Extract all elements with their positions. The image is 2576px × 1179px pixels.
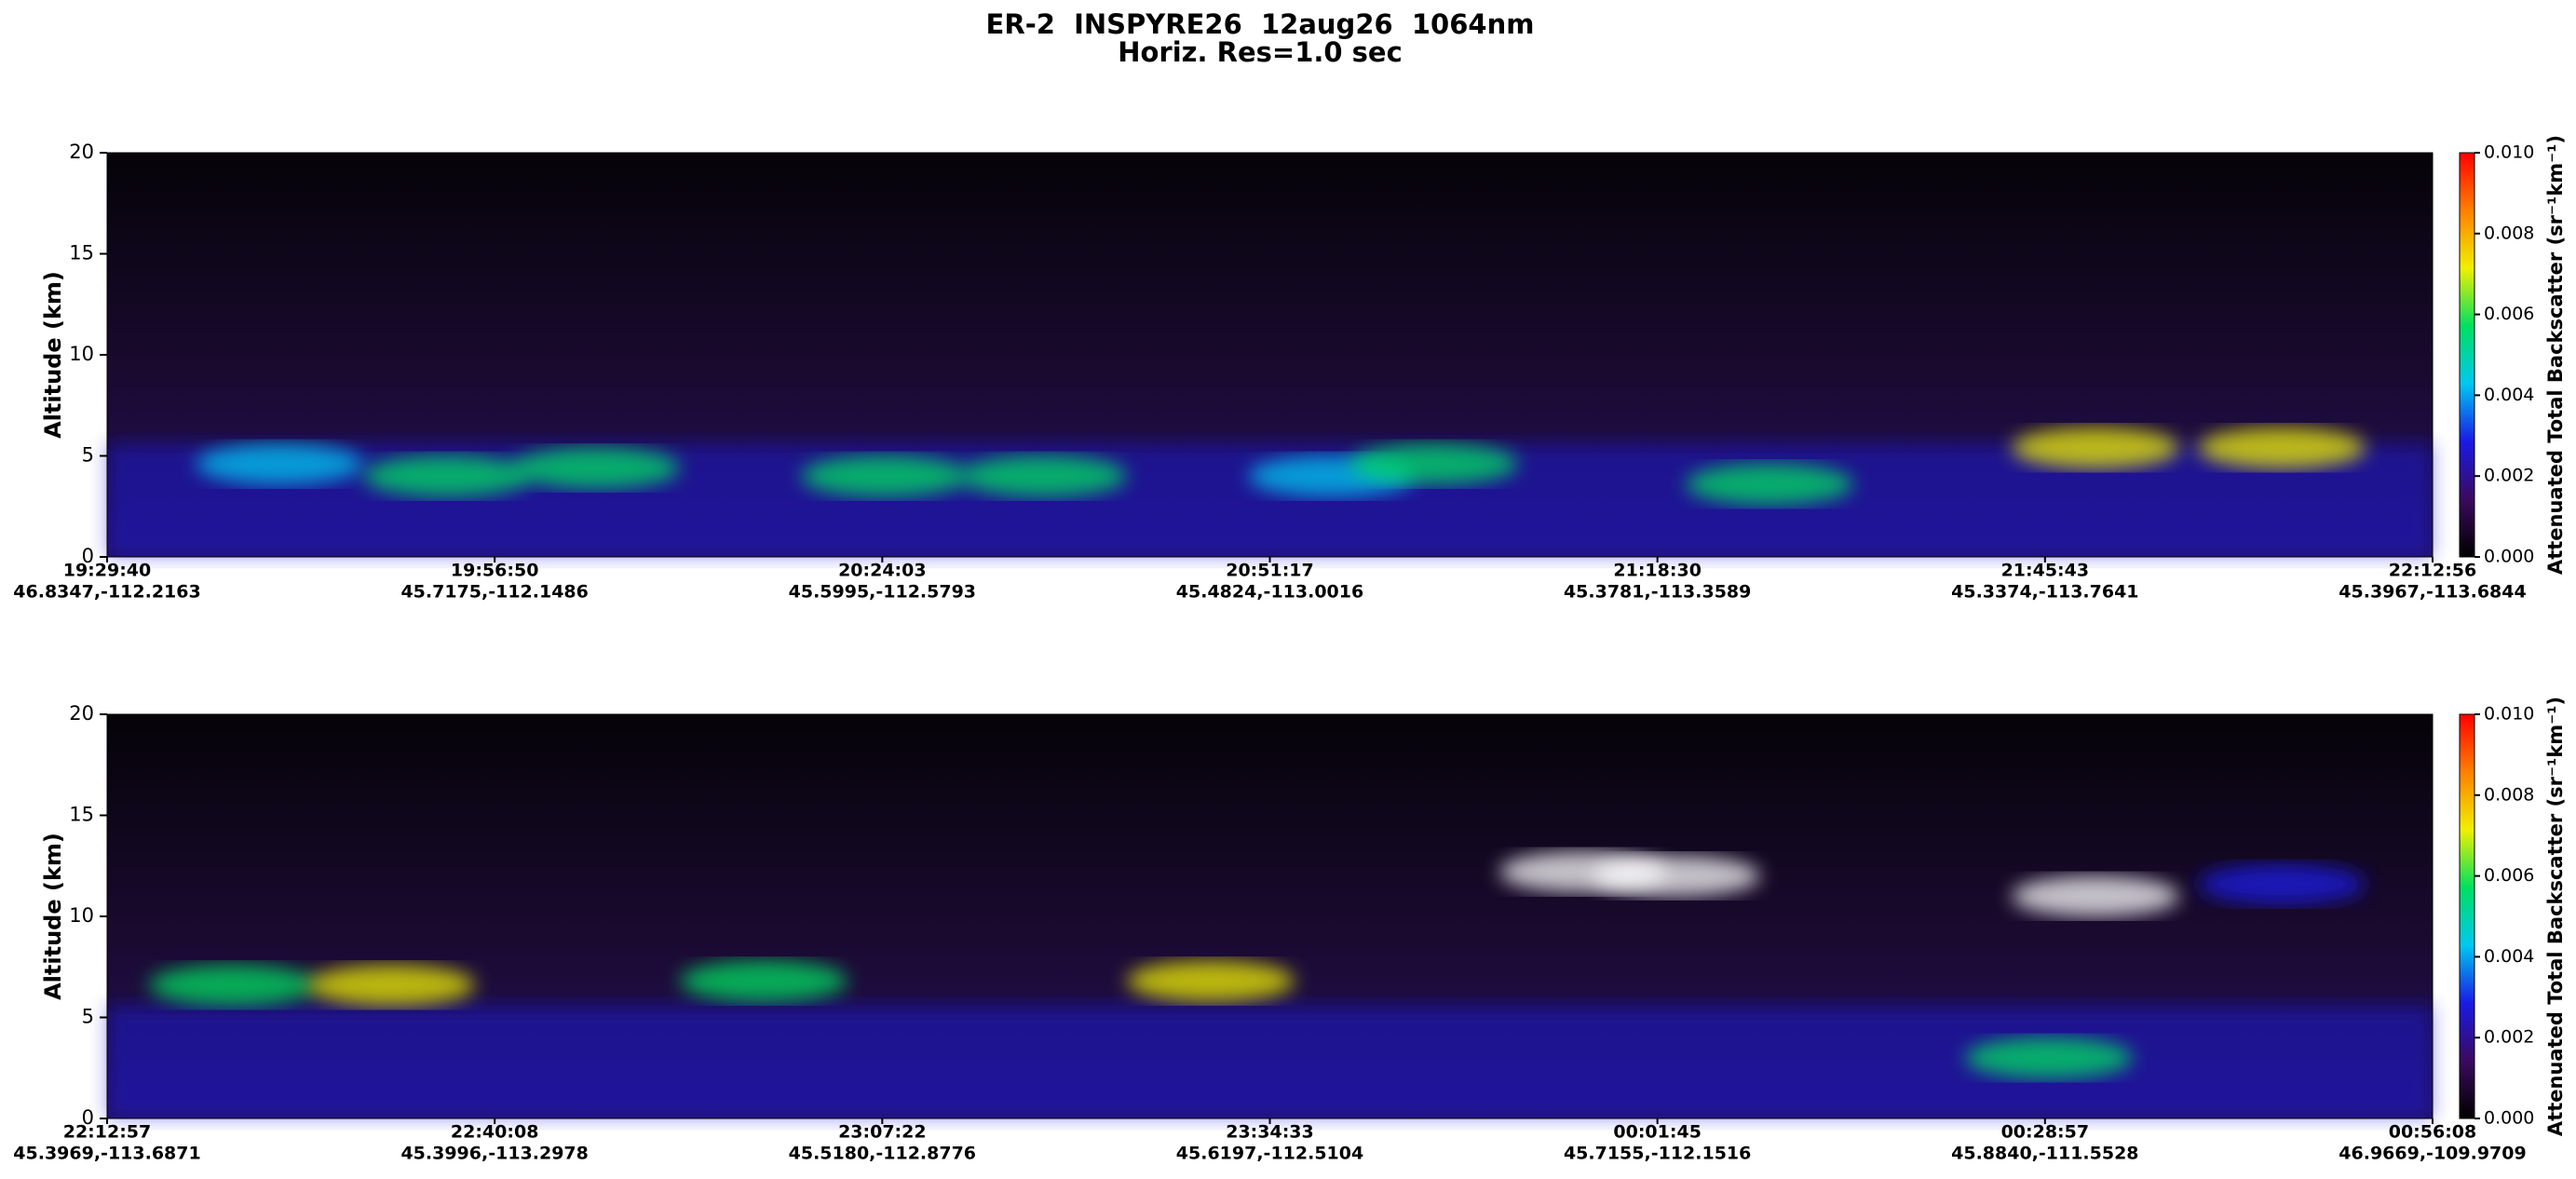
cloud xyxy=(196,443,363,485)
cloud xyxy=(149,964,317,1006)
y-tick-label: 10 xyxy=(69,904,94,927)
colorbar-tick-label: 0.006 xyxy=(2484,304,2534,324)
x-tick-time: 19:56:50 xyxy=(451,561,539,581)
x-tick-time: 20:24:03 xyxy=(838,561,927,581)
x-tick-time: 21:18:30 xyxy=(1613,561,1702,581)
colorbar-tick-label: 0.008 xyxy=(2484,223,2534,243)
x-tick-time: 22:12:57 xyxy=(63,1122,152,1143)
backscatter-image xyxy=(106,713,2434,1119)
x-tick-location: 45.7155,-112.1516 xyxy=(1564,1144,1751,1164)
y-tick-label: 20 xyxy=(69,702,94,725)
x-tick-location: 45.3967,-113.6844 xyxy=(2339,582,2526,603)
cloud xyxy=(1686,463,1853,505)
x-tick-location: 45.5180,-112.8776 xyxy=(789,1144,976,1164)
x-tick-time: 23:34:33 xyxy=(1226,1122,1314,1143)
y-tick-label: 0 xyxy=(82,545,94,567)
y-tick-label: 0 xyxy=(82,1106,94,1129)
colorbar-tick-label: 0.006 xyxy=(2484,865,2534,886)
cloud xyxy=(680,960,847,1002)
cloud xyxy=(1350,443,1518,485)
x-tick-location: 45.8840,-111.5528 xyxy=(1951,1144,2138,1164)
colorbar-tick-label: 0.004 xyxy=(2484,385,2534,405)
x-tick-location: 45.5995,-112.5793 xyxy=(789,582,976,603)
colorbar-tick-label: 0.002 xyxy=(2484,466,2534,486)
x-tick-location: 45.4824,-113.0016 xyxy=(1176,582,1363,603)
title: ER-2 INSPYRE26 12aug26 1064nm xyxy=(986,8,1535,40)
backscatter-image xyxy=(106,152,2434,558)
cloud xyxy=(512,447,680,489)
colorbar-tick-label: 0.002 xyxy=(2484,1027,2534,1048)
cloud xyxy=(2198,427,2366,468)
x-tick-location: 45.3781,-113.3589 xyxy=(1564,582,1751,603)
cloud xyxy=(1127,960,1295,1002)
x-tick-time: 21:45:43 xyxy=(2001,561,2090,581)
cloud xyxy=(363,455,531,497)
y-tick-label: 15 xyxy=(69,242,94,264)
x-tick-location: 45.3996,-113.2978 xyxy=(400,1144,588,1164)
colorbar xyxy=(2459,713,2475,1119)
colorbar-tick-label: 0.010 xyxy=(2484,142,2534,163)
colorbar-label: Attenuated Total Backscatter (sr⁻¹km⁻¹) xyxy=(2544,697,2567,1136)
x-tick-time: 00:01:45 xyxy=(1613,1122,1702,1143)
x-tick-location: 45.7175,-112.1486 xyxy=(400,582,588,603)
y-tick-label: 10 xyxy=(69,343,94,365)
y-tick-label: 5 xyxy=(82,444,94,467)
colorbar-tick-label: 0.004 xyxy=(2484,946,2534,967)
cloud xyxy=(959,455,1127,497)
y-tick-label: 20 xyxy=(69,141,94,163)
cloud xyxy=(1965,1037,2133,1078)
x-tick-time: 23:07:22 xyxy=(838,1122,927,1143)
x-tick-location: 45.6197,-112.5104 xyxy=(1176,1144,1363,1164)
cloud xyxy=(1593,855,1760,897)
x-tick-time: 00:28:57 xyxy=(2001,1122,2090,1143)
x-tick-location: 46.8347,-112.2163 xyxy=(13,582,200,603)
x-tick-time: 22:12:56 xyxy=(2389,561,2477,581)
x-tick-location: 46.9669,-109.9709 xyxy=(2339,1144,2526,1164)
colorbar-label: Attenuated Total Backscatter (sr⁻¹km⁻¹) xyxy=(2544,135,2567,575)
colorbar-tick-label: 0.000 xyxy=(2484,547,2534,567)
cloud xyxy=(307,964,475,1006)
colorbar-tick-label: 0.000 xyxy=(2484,1108,2534,1129)
x-tick-time: 19:29:40 xyxy=(63,561,152,581)
y-axis-label: Altitude (km) xyxy=(40,833,66,1000)
x-tick-time: 20:51:17 xyxy=(1226,561,1314,581)
x-tick-time: 00:56:08 xyxy=(2389,1122,2477,1143)
colorbar-tick-label: 0.008 xyxy=(2484,784,2534,805)
cloud xyxy=(801,455,969,497)
cloud xyxy=(2198,863,2366,905)
colorbar xyxy=(2459,152,2475,558)
cloud xyxy=(2012,427,2179,468)
x-tick-location: 45.3969,-113.6871 xyxy=(13,1144,200,1164)
subtitle: Horiz. Res=1.0 sec xyxy=(1118,36,1403,68)
cloud xyxy=(2012,875,2179,917)
y-tick-label: 15 xyxy=(69,804,94,826)
colorbar-tick-label: 0.010 xyxy=(2484,704,2534,725)
x-tick-location: 45.3374,-113.7641 xyxy=(1951,582,2138,603)
x-tick-time: 22:40:08 xyxy=(451,1122,539,1143)
y-tick-label: 5 xyxy=(82,1006,94,1028)
y-axis-label: Altitude (km) xyxy=(40,271,66,439)
